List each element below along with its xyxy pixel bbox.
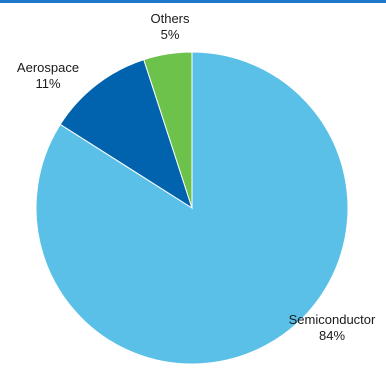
pie-slice-others bbox=[143, 51, 193, 209]
slice-label-aerospace: Aerospace bbox=[17, 60, 79, 75]
pie-slice-aerospace bbox=[59, 59, 193, 210]
slice-value-semiconductor: 84% bbox=[319, 328, 345, 343]
slice-label-semiconductor: Semiconductor bbox=[289, 312, 376, 327]
slice-value-aerospace: 11% bbox=[35, 76, 60, 91]
pie-slices bbox=[35, 51, 349, 365]
slice-label-others: Others bbox=[150, 11, 190, 26]
top-rule bbox=[0, 0, 386, 3]
slice-value-others: 5% bbox=[161, 27, 180, 42]
